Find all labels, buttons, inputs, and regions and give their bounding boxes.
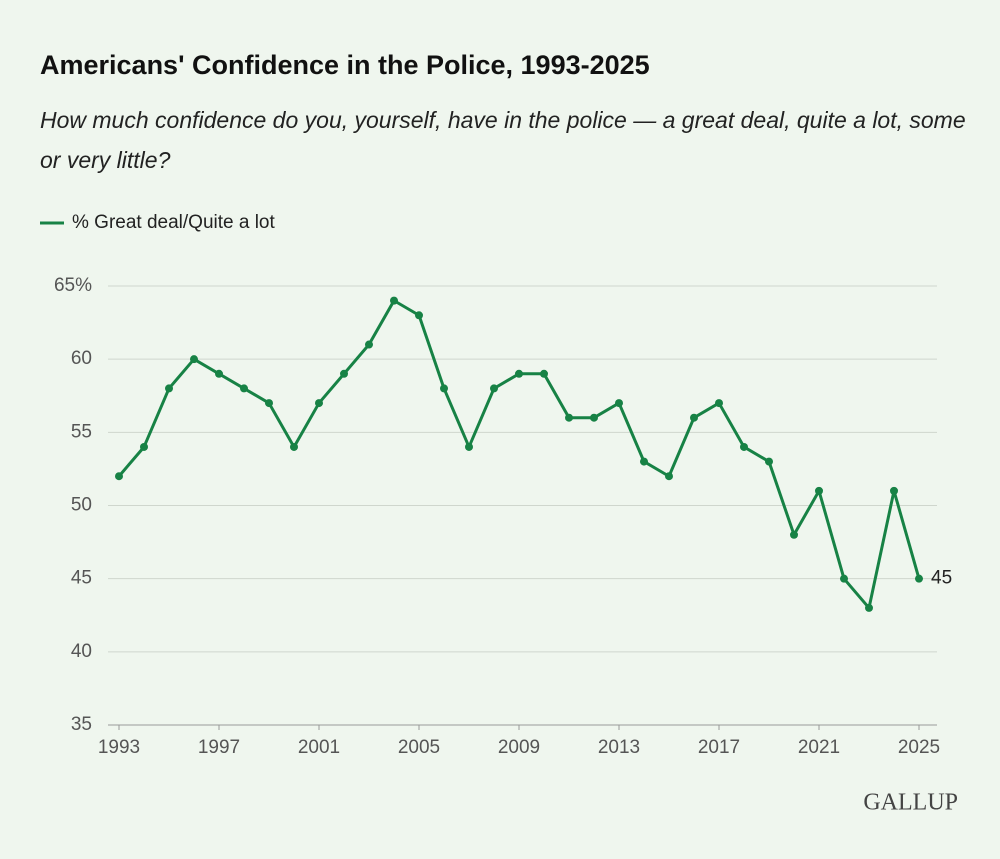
chart-title: Americans' Confidence in the Police, 199… <box>40 50 650 80</box>
data-point <box>640 457 648 466</box>
data-point <box>840 574 848 583</box>
data-point <box>715 399 723 408</box>
data-point <box>265 399 273 408</box>
chart-subtitle: How much confidence do you, yourself, ha… <box>40 107 966 173</box>
data-point <box>590 413 598 422</box>
data-point <box>890 486 898 495</box>
y-tick-label: 60 <box>71 348 92 369</box>
legend-label: % Great deal/Quite a lot <box>72 212 275 233</box>
x-tick-label: 1993 <box>98 737 140 758</box>
data-point <box>765 457 773 466</box>
data-point <box>240 384 248 393</box>
x-tick-label: 2001 <box>298 737 340 758</box>
data-point <box>315 399 323 408</box>
data-point <box>565 413 573 422</box>
data-point <box>865 603 873 612</box>
data-point <box>790 530 798 539</box>
y-tick-label: 55 <box>71 421 92 442</box>
data-point <box>540 369 548 378</box>
data-point <box>390 296 398 305</box>
data-point <box>190 355 198 364</box>
data-point <box>690 413 698 422</box>
data-point <box>290 442 298 451</box>
data-point <box>665 472 673 481</box>
end-label: 45 <box>931 568 952 589</box>
y-tick-label: 45 <box>71 568 92 589</box>
data-point <box>915 574 923 583</box>
x-tick-label: 2021 <box>798 737 840 758</box>
data-point <box>440 384 448 393</box>
data-point <box>340 369 348 378</box>
data-point <box>365 340 373 349</box>
data-point <box>215 369 223 378</box>
y-tick-label: 65% <box>54 275 92 296</box>
data-point <box>140 442 148 451</box>
data-point <box>815 486 823 495</box>
x-tick-label: 1997 <box>198 737 240 758</box>
y-tick-label: 50 <box>71 495 92 516</box>
x-tick-label: 2013 <box>598 737 640 758</box>
x-tick-label: 2025 <box>898 737 940 758</box>
data-point <box>465 442 473 451</box>
y-tick-label: 35 <box>71 714 92 735</box>
data-point <box>415 311 423 320</box>
y-tick-label: 40 <box>71 641 92 662</box>
x-tick-label: 2005 <box>398 737 440 758</box>
x-tick-label: 2017 <box>698 737 740 758</box>
series-line <box>117 299 921 610</box>
logo: GALLUP <box>863 790 958 816</box>
data-point <box>615 399 623 408</box>
data-point <box>490 384 498 393</box>
data-point <box>515 369 523 378</box>
data-point <box>165 384 173 393</box>
data-point <box>740 442 748 451</box>
x-tick-label: 2009 <box>498 737 540 758</box>
data-point <box>115 472 123 481</box>
